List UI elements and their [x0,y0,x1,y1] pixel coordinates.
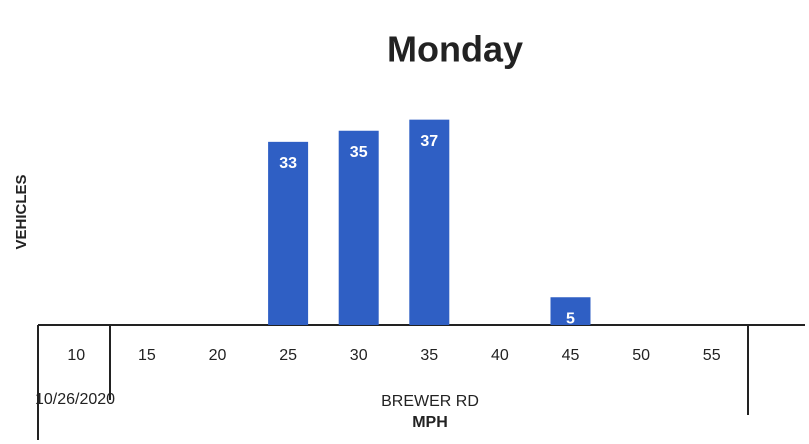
chart-title: Monday [387,29,523,70]
data-label: 5 [566,310,575,327]
data-label: 35 [350,144,368,161]
date-label: 10/26/2020 [35,391,115,408]
location-label: BREWER RD [381,393,479,410]
data-label: 37 [420,133,438,150]
x-tick-label: 30 [350,347,368,364]
x-tick-label: 10 [67,347,85,364]
bar [550,297,591,325]
bar [409,119,450,326]
bar [338,130,379,325]
x-tick-label: 45 [562,347,580,364]
x-tick-label: 40 [491,347,509,364]
x-tick-label: 35 [420,347,438,364]
data-label: 33 [279,155,297,172]
x-tick-label: 50 [632,347,650,364]
x-tick-label: 55 [703,347,721,364]
x-axis-label: MPH [412,414,448,431]
bar [268,141,309,325]
x-tick-label: 15 [138,347,156,364]
y-axis-label: VEHICLES [13,174,30,249]
x-tick-label: 25 [279,347,297,364]
x-tick-label: 20 [209,347,227,364]
